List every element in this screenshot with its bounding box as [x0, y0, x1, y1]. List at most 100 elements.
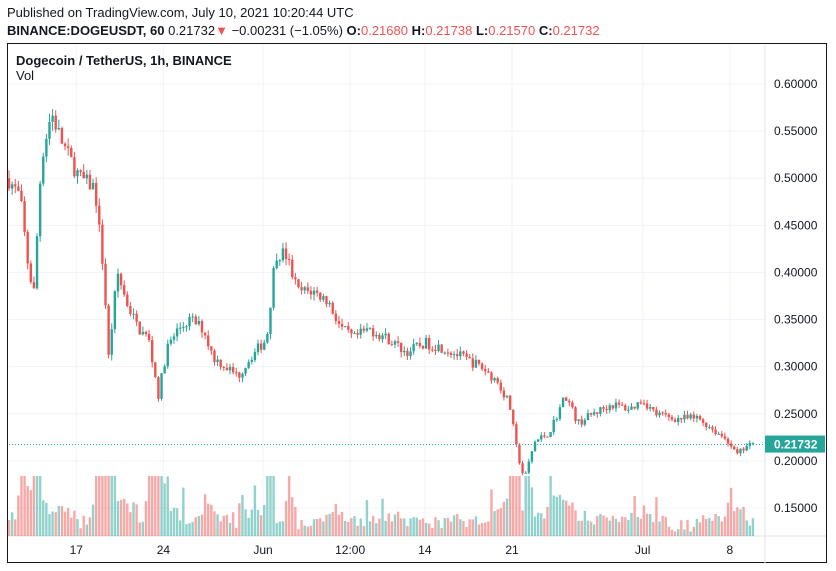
candle-body — [294, 277, 297, 280]
candle-body — [135, 313, 138, 322]
candle-body — [66, 146, 70, 148]
volume-bar — [667, 526, 671, 536]
volume-bar — [154, 476, 157, 536]
candle-body — [692, 414, 695, 419]
candle-body — [169, 339, 173, 344]
candle-body — [126, 294, 129, 307]
volume-bar — [334, 504, 338, 536]
volume-bar — [536, 512, 540, 536]
y-tick-label: 0.45000 — [774, 218, 818, 232]
volume-bar — [540, 513, 543, 536]
volume-bar — [182, 487, 185, 536]
candle-body — [250, 360, 253, 362]
candle-body — [291, 259, 294, 278]
candle-body — [306, 287, 310, 291]
volume-bar — [309, 525, 313, 536]
volume-bar — [655, 497, 658, 536]
volume-bar — [577, 520, 580, 536]
candle-body — [596, 412, 599, 414]
candle-body — [477, 359, 481, 364]
candle-body — [14, 184, 17, 187]
candle-body — [113, 291, 117, 330]
candle-body — [599, 407, 602, 414]
candle-body — [172, 336, 176, 340]
candle-body — [399, 342, 403, 353]
x-tick-label: Jul — [635, 543, 650, 557]
candle-body — [415, 342, 418, 345]
chart-frame — [7, 43, 827, 563]
volume-bar — [343, 521, 347, 536]
candle-body — [636, 402, 639, 409]
volume-bar — [636, 516, 639, 536]
volume-bar — [670, 529, 674, 536]
volume-bar — [347, 521, 350, 536]
candle-body — [57, 127, 61, 130]
candle-body — [259, 343, 263, 350]
candle-body — [278, 260, 282, 262]
candle-body — [241, 373, 244, 378]
candle-body — [736, 449, 739, 454]
volume-bar — [639, 518, 643, 536]
volume-bar — [605, 517, 608, 536]
volume-bar — [533, 516, 537, 536]
volume-bar — [642, 505, 646, 536]
x-tick-label: 12:00 — [335, 543, 365, 557]
volume-bar — [484, 522, 487, 536]
y-tick-label: 0.60000 — [774, 77, 818, 91]
candle-body — [571, 402, 574, 408]
volume-bar — [73, 510, 76, 536]
candle-body — [484, 369, 487, 372]
candle-body — [303, 287, 306, 291]
x-tick-label: 8 — [727, 543, 734, 557]
candle-body — [35, 236, 39, 289]
volume-bar — [23, 476, 26, 536]
candle-body — [365, 328, 369, 331]
open-value: 0.21680 — [360, 23, 408, 38]
volume-bar — [359, 518, 362, 536]
volume-bar — [412, 517, 415, 536]
candle-body — [543, 435, 546, 437]
candle-body — [720, 433, 723, 437]
candle-body — [664, 412, 667, 415]
candle-body — [424, 337, 428, 349]
candle-body — [91, 182, 95, 190]
volume-bar — [580, 520, 583, 536]
candle-body — [630, 406, 633, 410]
volume-bar — [493, 511, 496, 536]
volume-bar — [259, 515, 263, 536]
volume-bar — [138, 522, 141, 536]
volume-bar — [188, 523, 191, 536]
candle-body — [107, 305, 110, 355]
volume-bar — [365, 500, 369, 536]
volume-bar — [350, 518, 353, 536]
candle-body — [580, 419, 583, 425]
volume-bar — [624, 517, 627, 536]
candle-body — [23, 201, 26, 232]
candle-body — [300, 287, 303, 291]
candle-body — [359, 328, 362, 335]
candle-body — [639, 402, 643, 404]
volume-bar — [17, 495, 20, 536]
chart-legend: Dogecoin / TetherUS, 1h, BINANCE Vol — [16, 53, 232, 83]
volume-bar — [275, 523, 278, 536]
candle-body — [188, 316, 191, 327]
volume-bar — [340, 511, 344, 536]
volume-bar — [247, 517, 250, 536]
volume-bar — [552, 495, 555, 536]
candle-body — [203, 332, 207, 336]
candle-body — [480, 363, 484, 370]
volume-bar — [456, 514, 459, 536]
volume-bar — [35, 476, 39, 536]
candle-body — [533, 441, 537, 452]
candle-body — [85, 174, 89, 179]
volume-bar — [57, 505, 61, 536]
volume-bar — [471, 519, 474, 536]
x-tick-label: 24 — [157, 543, 171, 557]
candle-body — [384, 333, 387, 336]
volume-bar — [680, 520, 683, 536]
y-tick-label: 0.50000 — [774, 171, 818, 185]
volume-bar — [337, 514, 341, 536]
volume-bar — [428, 523, 431, 536]
candle-body — [269, 307, 272, 335]
